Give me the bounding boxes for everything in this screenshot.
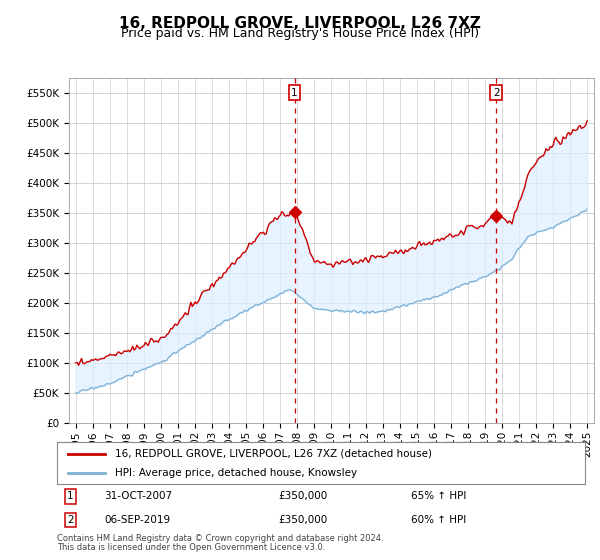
Text: 16, REDPOLL GROVE, LIVERPOOL, L26 7XZ (detached house): 16, REDPOLL GROVE, LIVERPOOL, L26 7XZ (d… xyxy=(115,449,432,459)
Text: Contains HM Land Registry data © Crown copyright and database right 2024.: Contains HM Land Registry data © Crown c… xyxy=(57,534,383,543)
Text: 2: 2 xyxy=(67,515,74,525)
Text: 06-SEP-2019: 06-SEP-2019 xyxy=(104,515,170,525)
Text: 65% ↑ HPI: 65% ↑ HPI xyxy=(411,492,466,501)
Text: HPI: Average price, detached house, Knowsley: HPI: Average price, detached house, Know… xyxy=(115,468,357,478)
Text: This data is licensed under the Open Government Licence v3.0.: This data is licensed under the Open Gov… xyxy=(57,543,325,552)
Text: 1: 1 xyxy=(291,88,298,98)
Text: 1: 1 xyxy=(67,492,74,501)
Text: Price paid vs. HM Land Registry's House Price Index (HPI): Price paid vs. HM Land Registry's House … xyxy=(121,27,479,40)
Text: 31-OCT-2007: 31-OCT-2007 xyxy=(104,492,173,501)
Text: £350,000: £350,000 xyxy=(279,515,328,525)
Text: 16, REDPOLL GROVE, LIVERPOOL, L26 7XZ: 16, REDPOLL GROVE, LIVERPOOL, L26 7XZ xyxy=(119,16,481,31)
Text: 60% ↑ HPI: 60% ↑ HPI xyxy=(411,515,466,525)
Text: 2: 2 xyxy=(493,88,500,98)
Text: £350,000: £350,000 xyxy=(279,492,328,501)
